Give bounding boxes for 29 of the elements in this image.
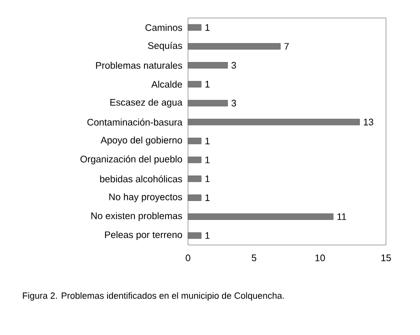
data-label: 1 [205,232,210,239]
y-tick-label: Problemas naturales [96,62,182,69]
y-tick-label: Escasez de agua [110,98,182,108]
data-label: 1 [205,80,210,88]
data-label: 7 [284,43,289,50]
data-label: 11 [337,213,346,220]
x-tick-label: 15 [381,254,391,262]
x-tick-label: 5 [252,254,256,262]
data-label: 3 [231,100,236,106]
y-tick-label: Organización del pueblo [80,155,182,164]
y-tick-label: Peleas por terreno [105,231,182,240]
x-tick-label: 0 [186,254,190,262]
y-tick-label: Apoyo del gobierno [100,136,182,146]
x-tick-label: 10 [315,254,325,262]
y-tick-label: Sequías [148,42,182,51]
y-tick-label: bebidas alcohólicas [100,175,182,182]
y-tick-label: No existen problemas [91,212,182,222]
data-label: 13 [364,118,374,126]
y-tick-label: Contaminación-basura [87,118,182,126]
data-label: 1 [205,194,210,201]
data-label: 3 [231,62,236,69]
data-label: 1 [205,24,210,31]
y-tick-label: No hay proyectos [109,193,182,202]
data-label: 1 [205,138,210,144]
y-tick-label: Alcalde [151,80,182,88]
data-label: 1 [205,156,210,164]
y-tick-label: Caminos [145,24,182,31]
text: Figura 2. Problemas identificados en el municipio de Colquencha. [22,292,284,301]
data-label: 1 [205,176,210,182]
